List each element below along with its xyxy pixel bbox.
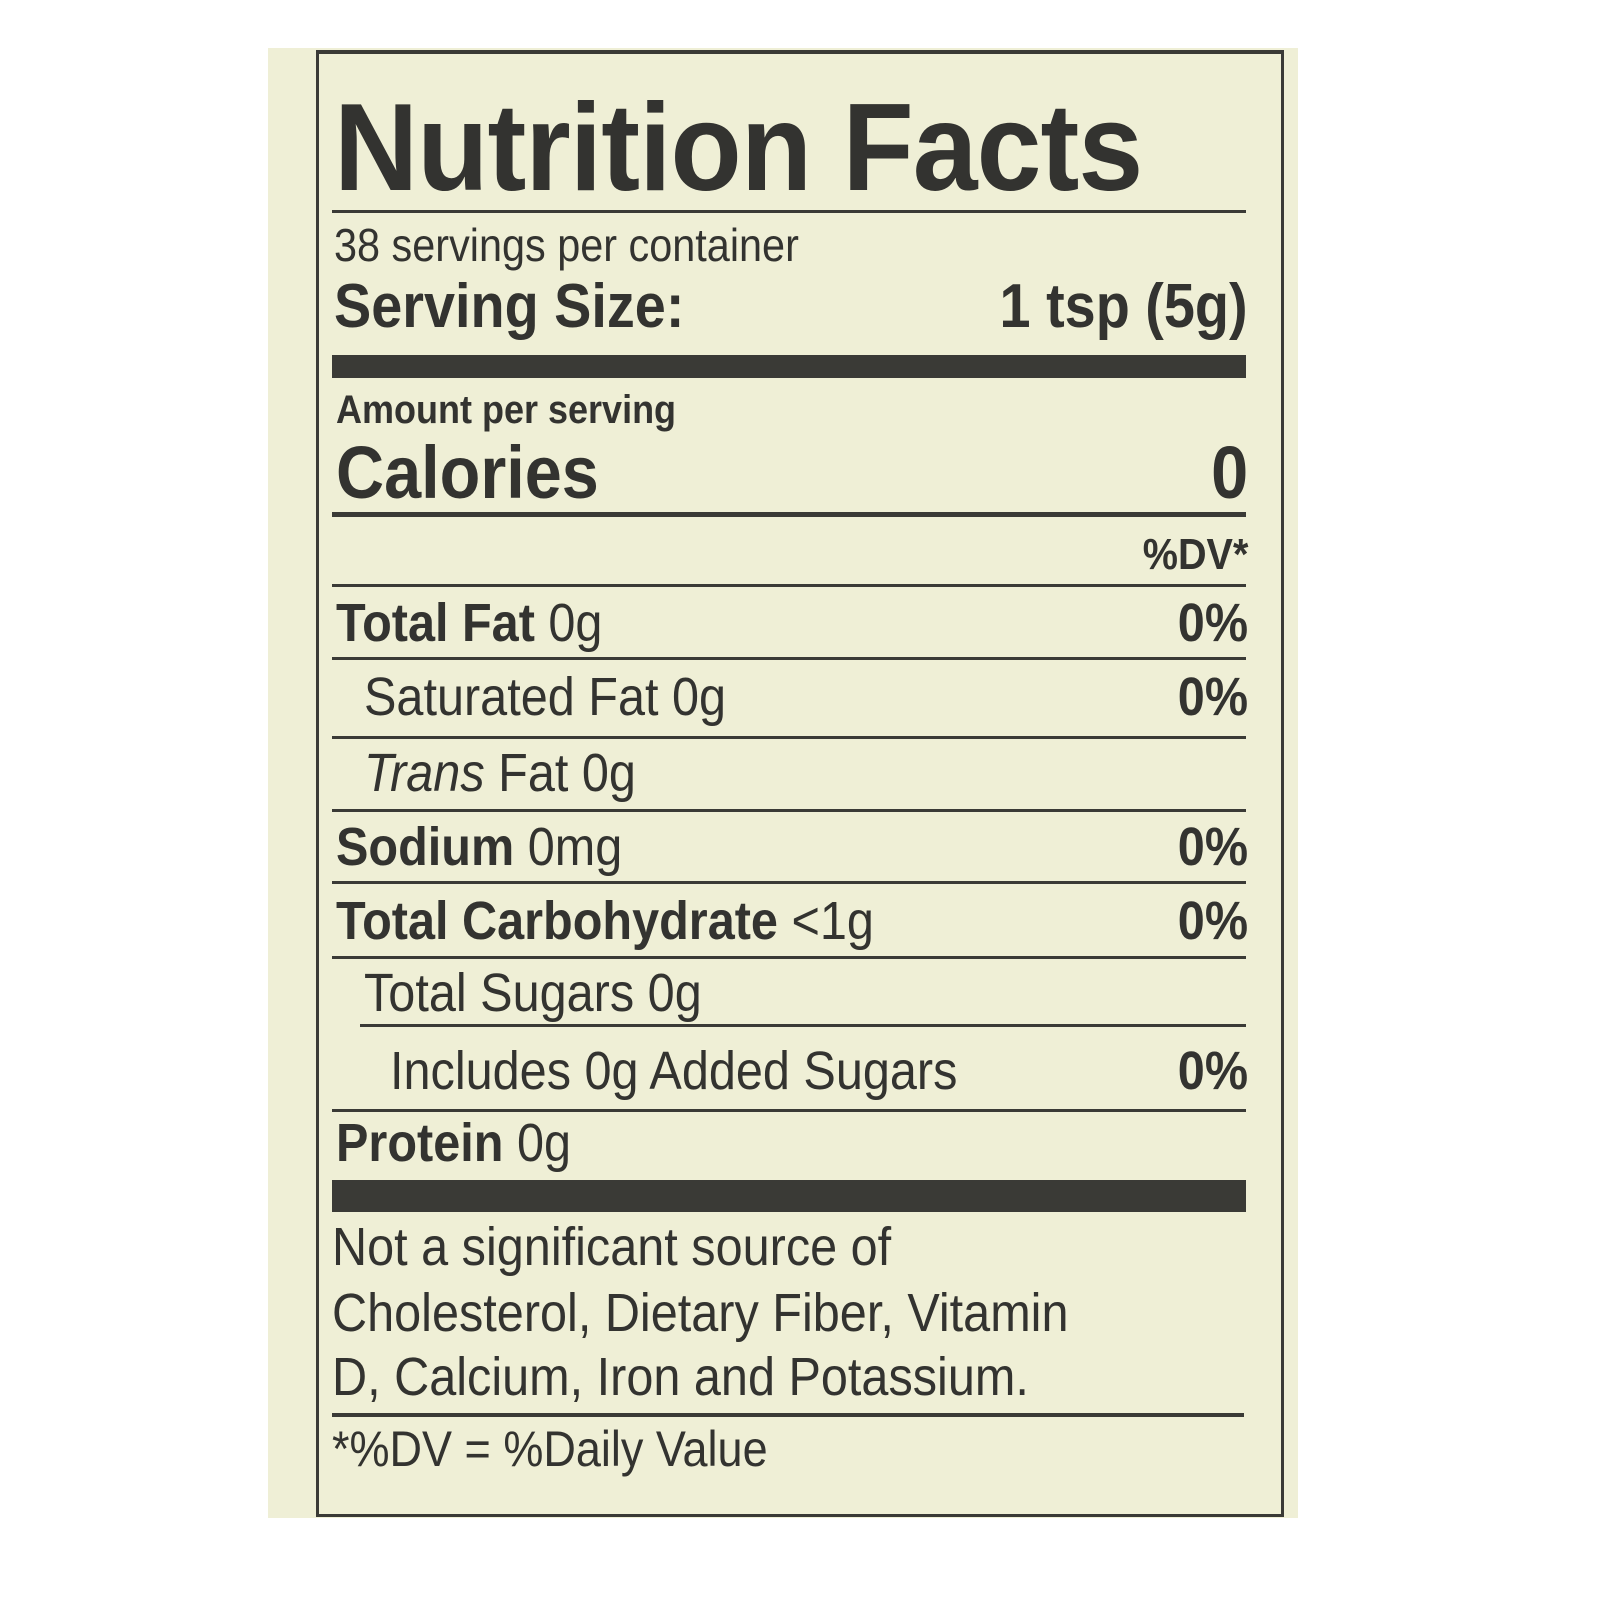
serving-size-label: Serving Size:: [334, 272, 685, 341]
dv-total-carbohydrate: 0%: [1177, 891, 1248, 951]
dv-sodium: 0%: [1177, 817, 1248, 877]
divider: [360, 1024, 1246, 1027]
nutrient-row-total-carbohydrate: Total Carbohydrate <1g: [336, 891, 874, 951]
nutrient-row-total-sugars: Total Sugars 0g: [364, 963, 702, 1023]
divider: [332, 584, 1246, 587]
nutrient-row-added-sugars: Includes 0g Added Sugars: [390, 1041, 958, 1101]
divider: [332, 210, 1246, 213]
nutrition-label-border: [316, 50, 1284, 1517]
dv-definition: *%DV = %Daily Value: [332, 1421, 768, 1477]
calories-value: 0: [1210, 431, 1248, 514]
divider: [332, 956, 1246, 959]
thick-divider: [332, 1180, 1246, 1212]
thick-divider: [332, 355, 1246, 378]
footnote-line: Not a significant source of: [332, 1217, 892, 1277]
label-background: [268, 48, 1298, 1518]
servings-per-container: 38 servings per container: [334, 219, 799, 271]
nutrient-row-sodium: Sodium 0mg: [336, 817, 623, 877]
dv-header: %DV*: [1142, 530, 1248, 579]
nutrient-row-saturated-fat: Saturated Fat 0g: [364, 667, 727, 727]
dv-total-fat: 0%: [1177, 593, 1248, 653]
dv-saturated-fat: 0%: [1177, 667, 1248, 727]
divider: [332, 512, 1246, 517]
divider: [332, 1109, 1246, 1112]
label-title: Nutrition Facts: [334, 79, 1143, 217]
footnote-line: D, Calcium, Iron and Potassium.: [332, 1347, 1029, 1407]
divider: [332, 881, 1246, 884]
amount-per-serving: Amount per serving: [336, 388, 677, 432]
divider: [332, 736, 1246, 739]
divider: [332, 1413, 1244, 1417]
divider: [332, 657, 1246, 660]
footnote-line: Cholesterol, Dietary Fiber, Vitamin: [332, 1283, 1069, 1343]
serving-size-value: 1 tsp (5g): [999, 272, 1248, 341]
nutrient-row-protein: Protein 0g: [336, 1113, 572, 1173]
nutrient-row-trans-fat: Trans Fat 0g: [364, 743, 636, 803]
divider: [332, 809, 1246, 812]
dv-added-sugars: 0%: [1177, 1041, 1248, 1101]
nutrient-row-total-fat: Total Fat 0g: [336, 593, 603, 653]
calories-label: Calories: [336, 431, 599, 514]
